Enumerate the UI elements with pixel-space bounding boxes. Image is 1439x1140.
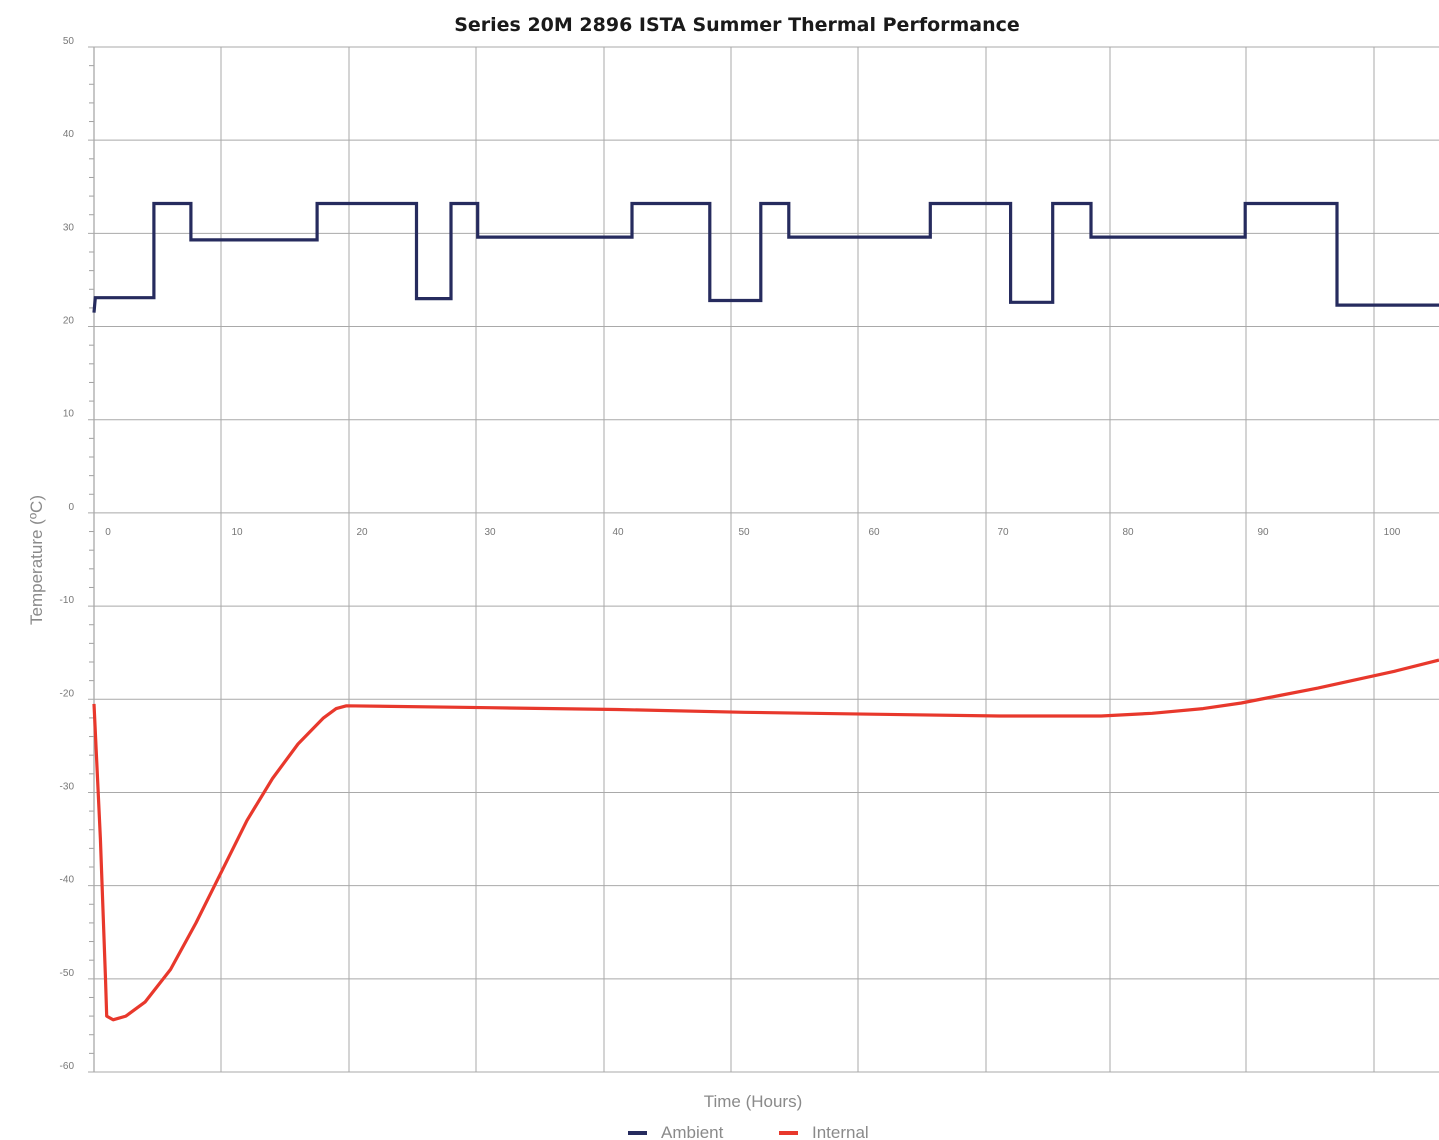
series-line-internal — [92, 658, 1439, 1022]
series-line-ambient — [92, 201, 1439, 313]
y-tick-label: -30 — [60, 781, 75, 792]
x-tick-label: 90 — [1257, 527, 1269, 538]
y-tick-label: 10 — [63, 409, 75, 420]
series-lines — [92, 201, 1439, 1022]
x-tick-label: 80 — [1122, 527, 1134, 538]
y-tick-label: -10 — [60, 595, 75, 606]
y-tick-label: -50 — [60, 968, 75, 979]
x-tick-label: 50 — [738, 527, 750, 538]
y-tick-label: 0 — [68, 502, 74, 513]
x-tick-label: 0 — [105, 527, 111, 538]
x-axis-label: Time (Hours) — [704, 1092, 803, 1111]
x-tick-label: 60 — [868, 527, 880, 538]
y-tick-label: 40 — [63, 129, 75, 140]
x-tick-label: 20 — [356, 527, 368, 538]
legend-label-internal: Internal — [812, 1123, 869, 1140]
y-axis-label: Temperature (ºC) — [27, 495, 46, 625]
x-tick-label: 40 — [612, 527, 624, 538]
y-tick-label: -20 — [60, 688, 75, 699]
x-tick-label: 100 — [1384, 527, 1401, 538]
legend-label-ambient: Ambient — [661, 1123, 724, 1140]
x-tick-label: 70 — [997, 527, 1009, 538]
grid — [88, 46, 1439, 1073]
y-tick-label: -40 — [60, 875, 75, 886]
y-tick-label: 20 — [63, 316, 75, 327]
chart-title: Series 20M 2896 ISTA Summer Thermal Perf… — [454, 14, 1020, 36]
y-tick-label: 30 — [63, 222, 75, 233]
x-tick-label: 10 — [231, 527, 243, 538]
y-tick-label: -60 — [60, 1061, 75, 1072]
y-tick-label: 50 — [63, 36, 75, 47]
x-tick-label: 30 — [484, 527, 496, 538]
legend: Ambient Internal — [628, 1123, 869, 1140]
